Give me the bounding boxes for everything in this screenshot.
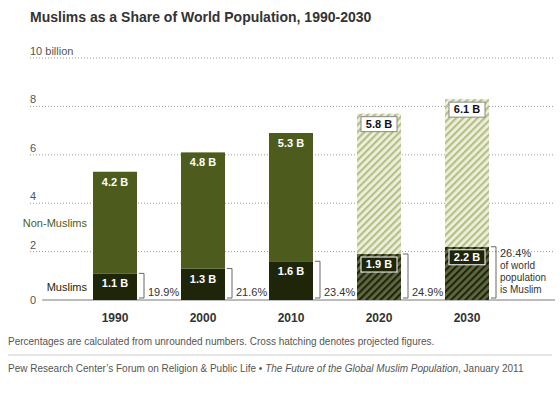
x-tick-label: 2020 [366,311,393,325]
share-label: 23.4% [324,286,355,298]
title: Muslims as a Share of World Population, … [30,9,372,25]
data-label: 4.2 B [102,176,128,188]
share-note-line: of world [500,260,535,271]
bar-segment [93,172,137,274]
bars [93,99,489,300]
share-bracket [139,273,144,298]
grid-line [30,58,555,59]
data-label: 1.3 B [190,273,216,285]
source-part: , January 2011 [458,363,524,374]
share-note-line: population [500,272,546,283]
grid: 0 2 4 6 8 10 billion [30,45,555,306]
data-label: 2.2 B [454,251,480,263]
data-label: 6.1 B [454,103,480,115]
bar-segment [445,247,489,300]
x-tick-label: 2000 [190,311,217,325]
bar-segment [93,273,137,300]
bar-segment [181,152,225,268]
share-label: 19.9% [148,286,179,298]
source: Pew Research Center’s Forum on Religion … [8,363,524,374]
y-tick-label: 4 [30,190,36,202]
data-labels: 1.1 B 4.2 B 1.3 B 4.8 B 1.6 B 5.3 B 1.9 B 5.8 B… [102,102,485,289]
share-bracket [315,261,320,298]
bar-segment [357,114,401,254]
label-box [449,102,485,117]
data-label: 1.9 B [366,258,392,270]
data-label: 4.8 B [190,156,216,168]
bar-segment [269,261,313,300]
notes: Percentages are calculated from unrounde… [8,336,434,347]
x-tick-label: 1990 [102,311,129,325]
y-tick-label: 0 [30,294,36,306]
y-tick-label: 10 billion [30,45,73,57]
share-bracket [403,254,408,298]
share-note: of worldpopulationis Muslim [500,260,546,295]
series-label: Muslims [47,281,88,293]
source-part: Pew Research Center’s Forum on Religion … [8,363,265,374]
label-box [449,250,485,265]
share-annotations: 19.9% 21.6% 23.4% 24.9% 26.4%of worldpopulat… [139,247,546,298]
share-label: 26.4% [500,247,531,259]
share-label: 21.6% [236,286,267,298]
data-label: 5.8 B [366,118,392,130]
label-box [361,257,397,272]
y-tick-label: 6 [30,142,36,154]
bar-segment [357,254,401,300]
series-label: Non-Muslims [23,217,88,229]
y-tick-label: 8 [30,93,36,105]
share-label: 24.9% [412,286,443,298]
divider [8,355,552,356]
source-part: The Future of the Global Muslim Populati… [265,363,458,374]
label-box [361,117,397,132]
x-tick-label: 2010 [278,311,305,325]
share-bracket [491,247,496,298]
bar-segment [445,99,489,247]
share-note-line: is Muslim [500,284,542,295]
bar-segment [181,269,225,300]
x-tick-label: 2030 [454,311,481,325]
y-tick-label: 2 [30,239,36,251]
data-label: 5.3 B [278,137,304,149]
data-label: 1.6 B [278,265,304,277]
bar-segment [269,133,313,261]
data-label: 1.1 B [102,277,128,289]
chart: Muslims as a Share of World Population, … [0,0,560,395]
share-bracket [227,269,232,298]
